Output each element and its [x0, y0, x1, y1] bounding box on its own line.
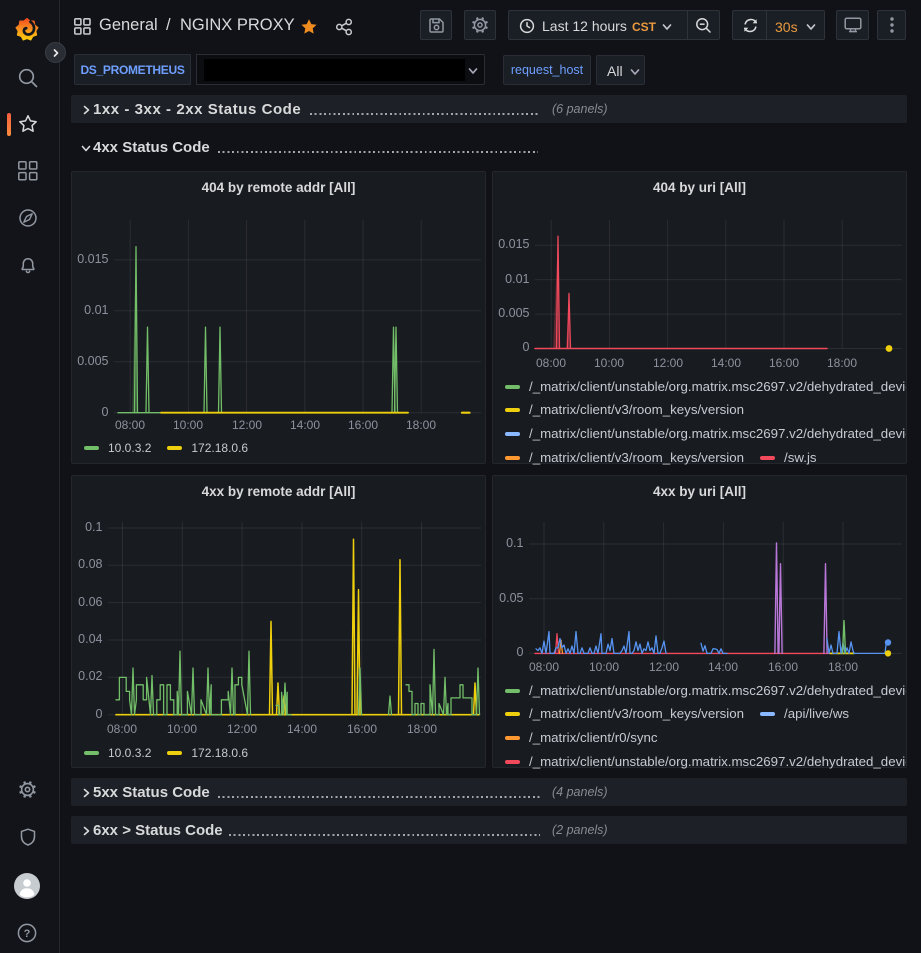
- svg-text:?: ?: [24, 928, 31, 940]
